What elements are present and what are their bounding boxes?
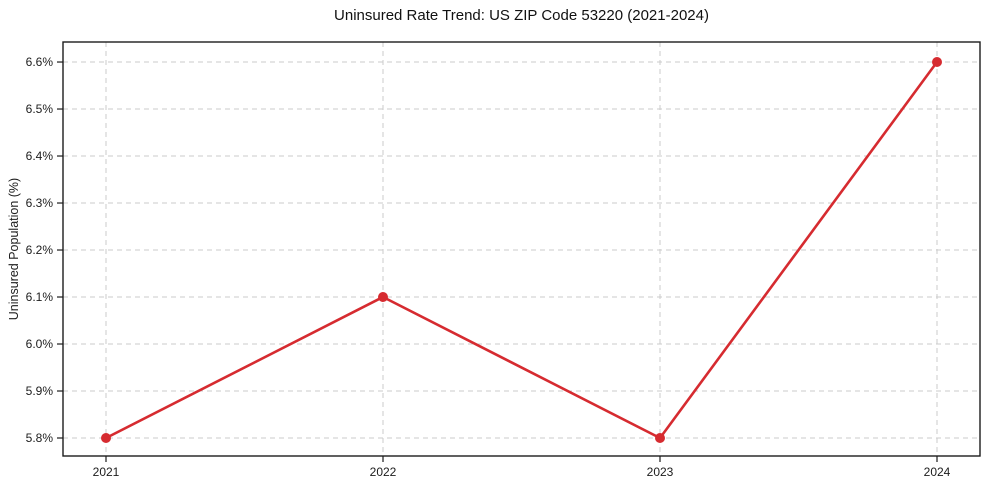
y-tick-label: 6.6% [26,55,54,69]
x-tick-label: 2024 [924,465,951,479]
y-tick-label: 5.9% [26,384,54,398]
x-tick-label: 2021 [93,465,120,479]
y-tick-label: 5.8% [26,431,54,445]
x-tick-label: 2023 [647,465,674,479]
y-tick-label: 6.1% [26,290,54,304]
data-point [655,433,665,443]
y-tick-label: 6.2% [26,243,54,257]
chart-title: Uninsured Rate Trend: US ZIP Code 53220 … [334,7,709,24]
data-point [932,57,942,68]
x-tick-label: 2022 [370,465,397,479]
y-tick-label: 6.5% [26,102,54,116]
data-point [378,292,388,303]
trend-line [104,60,939,440]
data-point [101,433,111,443]
y-tick-label: 6.3% [26,196,54,210]
y-axis-label: Uninsured Population (%) [7,177,21,321]
plot-border [62,41,981,457]
y-tick-label: 6.0% [26,337,54,351]
y-tick-label: 6.4% [26,149,54,163]
